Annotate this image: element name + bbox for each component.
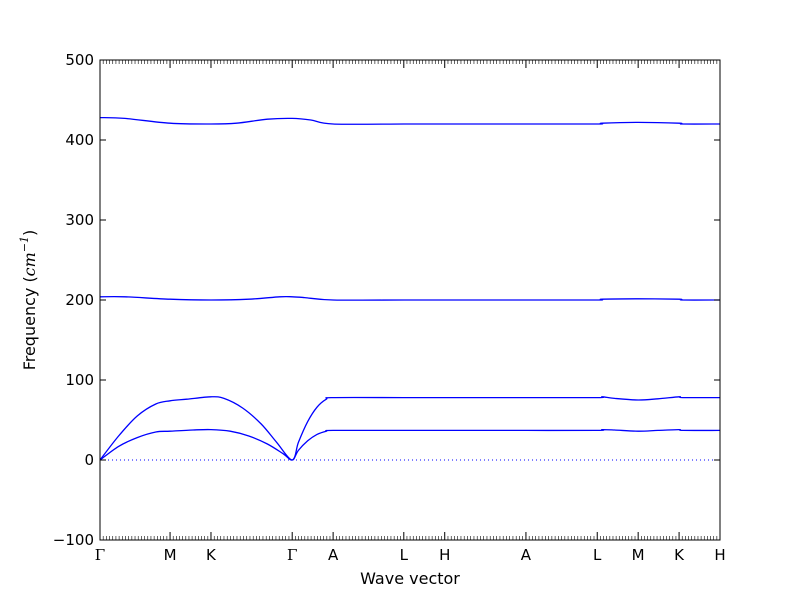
x-tick-label: K [206,546,217,564]
y-tick-label: 200 [65,291,94,309]
branch-line-2 [99,396,721,461]
x-tick-label: M [632,546,645,564]
y-axis-label: Frequency (cm−1) [18,230,39,371]
series-layer [99,116,721,461]
y-tick-label: −100 [53,531,94,549]
y-tick-label: 300 [65,211,94,229]
branch-line-3 [99,295,721,301]
x-axis-label: Wave vector [360,569,460,588]
x-tick-label: L [593,546,602,564]
y-tick-label: 100 [65,371,94,389]
minor-ticks-layer [102,60,718,540]
x-tick-label: M [164,546,177,564]
y-axis-label-exponent: −1 [18,236,31,252]
y-tick-label: 0 [84,451,94,469]
x-tick-label: A [521,546,532,564]
x-tick-label: H [439,546,450,564]
y-axis-label-text: Frequency ( [20,276,39,370]
y-tick-label: 400 [65,131,94,149]
y-axis-label-close: ) [20,230,39,236]
x-tick-label: L [400,546,409,564]
y-axis-ticks: −100 0 100 200 300 400 500 [53,51,720,549]
x-tick-label: A [328,546,339,564]
x-tick-label: H [714,546,725,564]
x-tick-label: Γ [287,546,297,564]
x-tick-label: Γ [95,546,105,564]
branch-line-4 [99,116,721,125]
branch-line-1 [99,428,721,461]
y-axis-label-unit: cm [20,252,39,276]
x-tick-label: K [674,546,685,564]
y-tick-label: 500 [65,51,94,69]
